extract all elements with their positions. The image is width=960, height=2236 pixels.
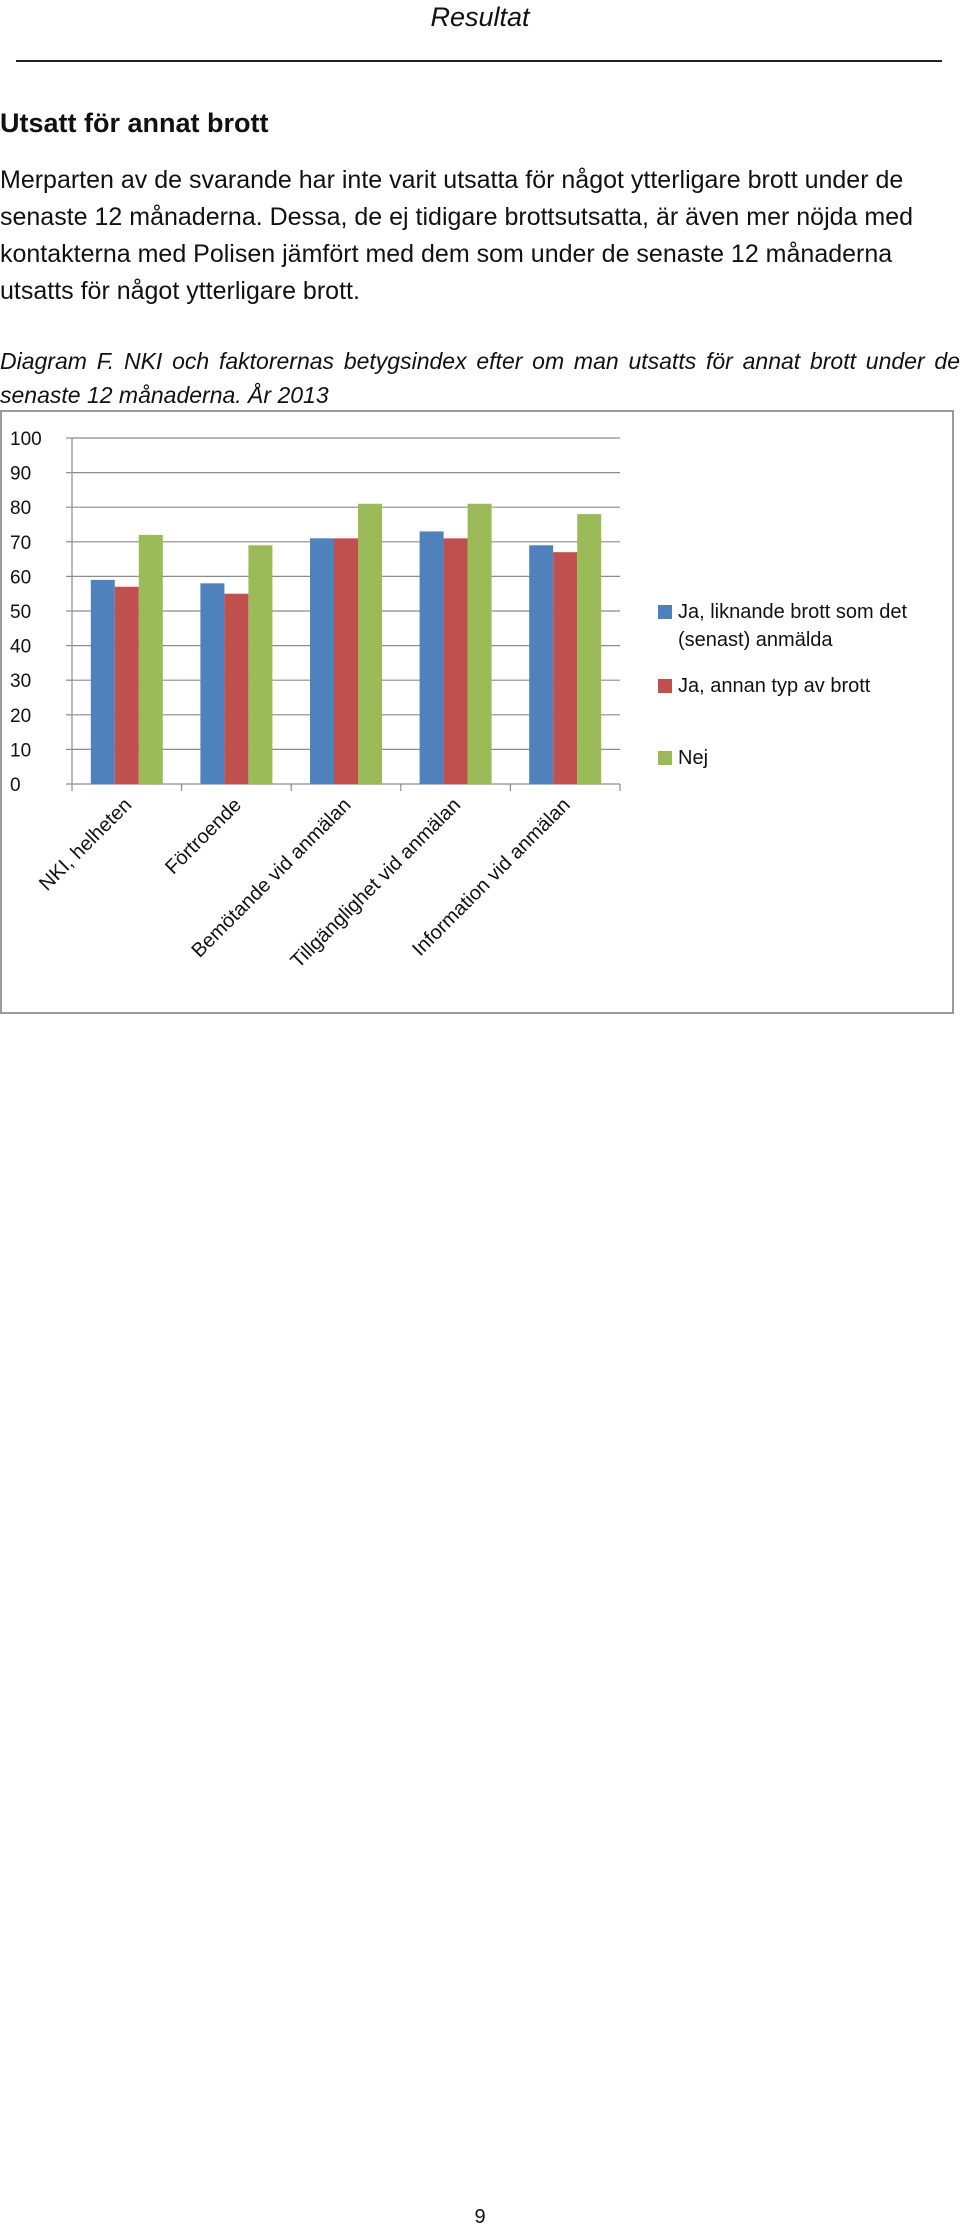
legend-label: Nej xyxy=(678,747,708,769)
bar-3-2 xyxy=(248,545,273,784)
bar-1-4 xyxy=(419,531,444,784)
bar-1-3 xyxy=(310,538,334,784)
running-header: Resultat xyxy=(430,2,530,32)
bar-chart: 0 10 20 30 40 50 60 70 80 90 100 NKI, helheten Förtr… xyxy=(10,429,907,973)
y-tick-label: 80 xyxy=(10,498,31,519)
bar-3-5 xyxy=(577,514,602,784)
bar-3-1 xyxy=(138,534,163,784)
legend-swatch xyxy=(658,605,672,619)
category-label: Förtroende xyxy=(161,794,246,879)
category-label: NKI, helheten xyxy=(35,794,136,895)
chart-caption: Diagram F. NKI och faktorernas betygsind… xyxy=(0,348,960,408)
page-number: 9 xyxy=(474,2206,486,2228)
y-tick-label: 50 xyxy=(10,602,31,623)
chart-frame: 0 10 20 30 40 50 60 70 80 90 100 NKI, helheten Förtr… xyxy=(0,410,954,1014)
bar-2-1 xyxy=(114,586,139,784)
bar-3-3 xyxy=(358,503,382,784)
section-paragraph: Merparten av de svarande har inte varit … xyxy=(0,166,914,305)
legend-label: Ja, liknande brott som det xyxy=(678,601,907,623)
legend-label: Ja, annan typ av brott xyxy=(678,675,871,697)
y-tick-label: 10 xyxy=(10,740,31,761)
y-tick-label: 30 xyxy=(10,671,31,692)
legend-swatch xyxy=(658,679,672,693)
y-tick-label: 60 xyxy=(10,567,31,588)
bar-1-1 xyxy=(90,579,115,784)
bar-1-5 xyxy=(529,545,554,784)
y-tick-label: 20 xyxy=(10,706,31,727)
bar-2-3 xyxy=(334,538,358,784)
header-divider xyxy=(16,60,942,62)
y-tick-label: 40 xyxy=(10,637,31,658)
legend-label: (senast) anmälda xyxy=(678,629,833,651)
legend-swatch xyxy=(658,751,672,765)
y-tick-label: 90 xyxy=(10,464,31,485)
section-heading: Utsatt för annat brott xyxy=(0,108,269,138)
bar-1-2 xyxy=(200,583,225,784)
bar-2-2 xyxy=(224,593,249,784)
y-tick-label: 70 xyxy=(10,533,31,554)
y-tick-label: 100 xyxy=(10,429,42,450)
bar-2-4 xyxy=(443,538,468,784)
y-tick-label: 0 xyxy=(10,775,21,796)
bar-3-4 xyxy=(467,503,492,784)
bar-2-5 xyxy=(553,552,578,784)
